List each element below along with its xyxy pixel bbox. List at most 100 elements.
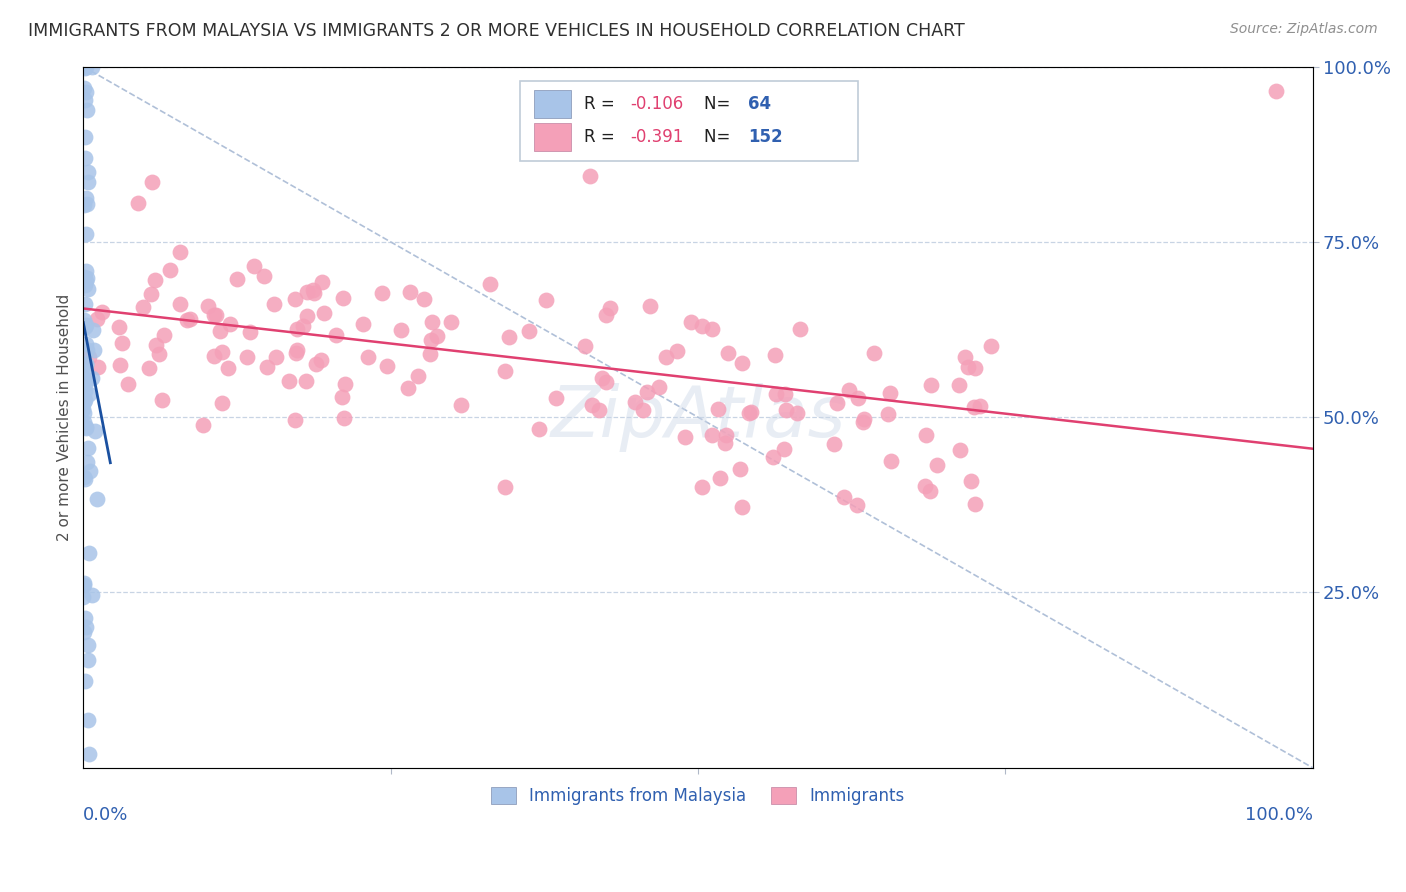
Point: [673, 430, 696, 444]
Text: -0.106: -0.106: [630, 95, 683, 112]
Point: [357, 350, 380, 364]
Point: [398, 285, 420, 300]
Point: [825, 396, 848, 410]
Point: [75, 192, 97, 206]
Point: [544, 392, 567, 406]
Text: Source: ZipAtlas.com: Source: ZipAtlas.com: [1230, 22, 1378, 37]
Point: [284, 292, 307, 306]
Point: [75, 357, 97, 371]
Point: [918, 484, 941, 499]
Point: [148, 347, 170, 361]
Point: [219, 317, 242, 331]
Point: [406, 369, 429, 384]
Point: [920, 378, 942, 392]
Point: [79, 350, 101, 364]
Point: [834, 490, 856, 504]
Point: [79, 464, 101, 478]
Point: [73, 610, 96, 624]
Point: [75, 227, 97, 241]
Point: [73, 269, 96, 284]
Point: [117, 377, 139, 392]
Point: [332, 291, 354, 305]
Text: 152: 152: [748, 128, 783, 145]
Point: [209, 324, 232, 338]
Point: [145, 338, 167, 352]
Point: [846, 498, 869, 512]
Point: [153, 327, 176, 342]
Point: [75, 620, 97, 634]
Point: [138, 361, 160, 376]
Point: [498, 330, 520, 344]
Point: [330, 390, 353, 404]
Point: [77, 441, 100, 455]
Point: [311, 275, 333, 289]
Point: [211, 345, 233, 359]
Point: [702, 428, 724, 442]
Point: [707, 402, 730, 417]
Point: [636, 384, 658, 399]
Point: [80, 60, 103, 74]
Point: [73, 406, 96, 420]
Point: [762, 450, 785, 464]
Point: [877, 407, 900, 421]
Point: [517, 324, 540, 338]
Point: [73, 674, 96, 689]
Text: ZipAtlas: ZipAtlas: [550, 383, 845, 451]
Point: [285, 346, 308, 360]
Text: IMMIGRANTS FROM MALAYSIA VS IMMIGRANTS 2 OR MORE VEHICLES IN HOUSEHOLD CORRELATI: IMMIGRANTS FROM MALAYSIA VS IMMIGRANTS 2…: [28, 22, 965, 40]
Point: [169, 244, 191, 259]
Point: [412, 292, 434, 306]
Point: [740, 405, 762, 419]
Point: [731, 500, 754, 515]
Point: [304, 357, 326, 371]
Point: [648, 380, 671, 394]
Point: [963, 361, 986, 376]
Point: [73, 578, 96, 592]
Point: [848, 392, 870, 406]
Point: [823, 436, 845, 450]
Point: [527, 422, 550, 436]
Point: [75, 297, 97, 311]
Point: [285, 343, 308, 358]
Point: [152, 392, 174, 407]
Point: [159, 263, 181, 277]
Point: [197, 299, 219, 313]
Point: [389, 323, 412, 337]
Point: [1264, 84, 1286, 98]
Point: [574, 339, 596, 353]
Point: [179, 312, 201, 326]
Point: [75, 62, 97, 76]
Point: [256, 359, 278, 374]
Text: R =: R =: [583, 95, 620, 112]
Point: [75, 376, 97, 391]
Point: [773, 442, 796, 456]
Point: [579, 169, 602, 183]
Point: [239, 325, 262, 339]
Point: [494, 364, 516, 378]
Point: [226, 272, 249, 286]
Point: [728, 462, 751, 476]
Point: [478, 277, 501, 291]
Point: [73, 198, 96, 212]
Point: [396, 381, 419, 395]
Point: [75, 372, 97, 386]
Bar: [534, 123, 571, 151]
Point: [595, 309, 617, 323]
Point: [655, 351, 678, 365]
Point: [494, 480, 516, 494]
Point: [949, 442, 972, 457]
Point: [82, 371, 104, 385]
Point: [960, 475, 983, 489]
Point: [420, 315, 443, 329]
Point: [75, 274, 97, 288]
Point: [352, 317, 374, 331]
Text: -0.391: -0.391: [630, 128, 683, 145]
Point: [716, 345, 738, 359]
Point: [83, 343, 105, 357]
Point: [73, 472, 96, 486]
Point: [838, 383, 860, 397]
Point: [77, 546, 100, 560]
Point: [73, 392, 96, 407]
Point: [765, 387, 787, 401]
Point: [599, 301, 621, 316]
